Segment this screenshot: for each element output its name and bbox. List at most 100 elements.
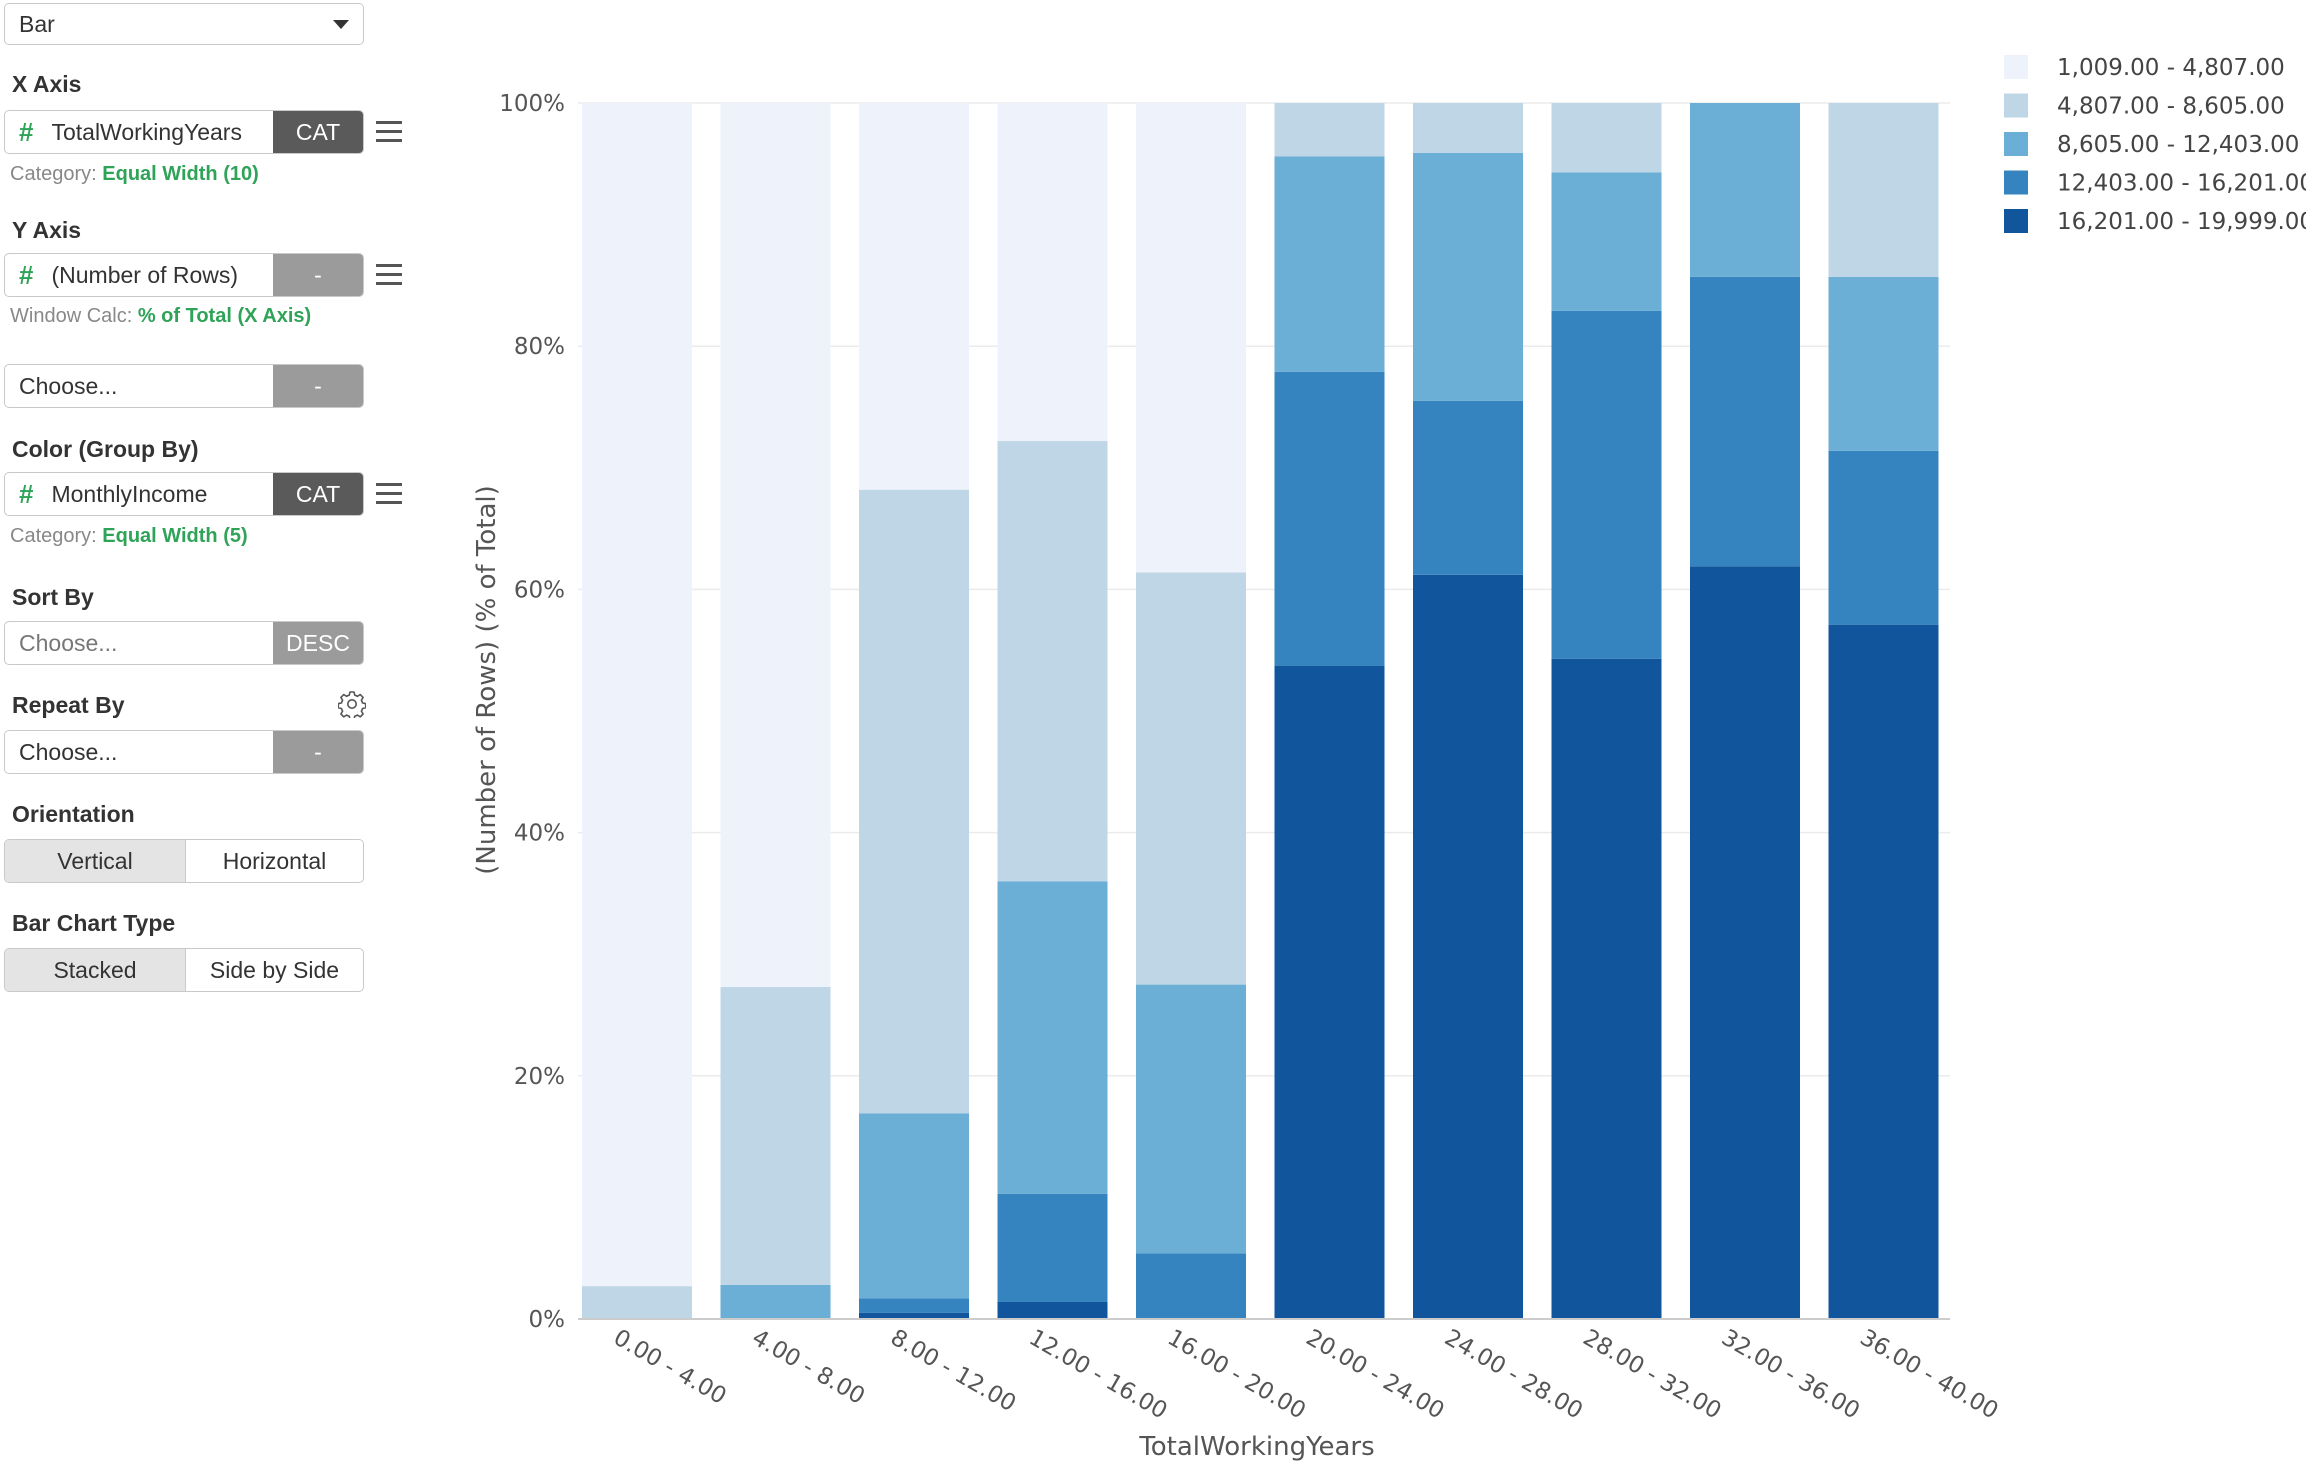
- bar-segment[interactable]: [582, 1286, 692, 1319]
- x-tick-label: 24.00 - 28.00: [1440, 1325, 1587, 1425]
- color-title: Color (Group By): [12, 436, 199, 462]
- bar-type-stacked-option[interactable]: Stacked: [5, 949, 186, 991]
- y-tick-label: 0%: [529, 1307, 566, 1333]
- y-axis-label: (Number of Rows) (% of Total): [472, 485, 502, 875]
- bar-segment[interactable]: [1828, 103, 1939, 277]
- chart-type-dropdown[interactable]: Bar: [4, 3, 364, 45]
- bar-segment[interactable]: [1551, 310, 1662, 659]
- x-tick-label: 8.00 - 12.00: [886, 1325, 1020, 1418]
- orientation-title: Orientation: [12, 801, 135, 827]
- x-tick-label: 32.00 - 36.00: [1717, 1325, 1864, 1425]
- chart-settings-panel: Bar X Axis # TotalWorkingYears CAT Catego…: [0, 0, 402, 1462]
- legend-label[interactable]: 8,605.00 - 12,403.00: [2057, 132, 2299, 158]
- bar-segment[interactable]: [1413, 574, 1523, 1319]
- gear-icon[interactable]: [338, 690, 366, 718]
- orientation-horizontal-option[interactable]: Horizontal: [222, 847, 327, 874]
- bar-segment[interactable]: [1828, 624, 1939, 1319]
- legend-label[interactable]: 4,807.00 - 8,605.00: [2057, 94, 2285, 120]
- bar-segment[interactable]: [997, 103, 1108, 442]
- y-tick-label: 60%: [514, 577, 565, 603]
- y-axis-2-aggregation-button[interactable]: -: [273, 365, 363, 407]
- sort-by-title: Sort By: [12, 584, 94, 610]
- bar-segment[interactable]: [1136, 103, 1246, 573]
- bar-segment[interactable]: [1274, 156, 1385, 372]
- bar-segment[interactable]: [1551, 658, 1662, 1319]
- bar-segment[interactable]: [1413, 152, 1523, 401]
- legend-swatch[interactable]: [2004, 93, 2028, 118]
- hamburger-menu-icon[interactable]: [376, 264, 402, 286]
- x-tick-label: 20.00 - 24.00: [1302, 1325, 1449, 1425]
- y-tick-label: 20%: [514, 1064, 565, 1090]
- color-cat-button[interactable]: CAT: [273, 473, 363, 515]
- color-category-setting[interactable]: Category: Equal Width (5): [10, 525, 248, 548]
- bar-segment[interactable]: [997, 441, 1108, 882]
- bar-segment[interactable]: [1136, 572, 1246, 985]
- legend-swatch[interactable]: [2004, 209, 2028, 233]
- color-sub-value[interactable]: Equal Width (5): [102, 525, 248, 547]
- y-axis-2-placeholder: Choose...: [19, 372, 118, 399]
- legend-label[interactable]: 16,201.00 - 19,999.00: [2057, 209, 2306, 235]
- bar-segment[interactable]: [859, 1312, 969, 1319]
- bar-segment[interactable]: [997, 1193, 1108, 1302]
- bar-segment[interactable]: [859, 489, 969, 1114]
- bar-segment[interactable]: [1136, 984, 1246, 1254]
- y-tick-label: 80%: [514, 334, 565, 360]
- repeat-by-option-button[interactable]: -: [273, 731, 363, 773]
- legend-swatch[interactable]: [2004, 170, 2028, 195]
- bar-segment[interactable]: [997, 1301, 1108, 1319]
- bar-segment[interactable]: [859, 103, 969, 490]
- y-axis-window-calc[interactable]: Window Calc: % of Total (X Axis): [10, 305, 311, 328]
- legend-swatch[interactable]: [2004, 132, 2028, 156]
- y-axis-ticks: 0% 20% 40% 60% 80% 100%: [499, 91, 565, 1333]
- x-axis-field[interactable]: # TotalWorkingYears CAT: [4, 110, 364, 154]
- bar-segment[interactable]: [582, 103, 692, 1287]
- bar-segment[interactable]: [1828, 276, 1939, 451]
- y-axis-2-field[interactable]: Choose... -: [4, 364, 364, 408]
- bar-segment[interactable]: [1274, 103, 1385, 157]
- bar-segment[interactable]: [1413, 103, 1523, 153]
- legend-label[interactable]: 12,403.00 - 16,201.00: [2057, 171, 2306, 197]
- bar-segment[interactable]: [1690, 276, 1800, 567]
- x-axis-sub-value[interactable]: Equal Width (10): [102, 163, 259, 185]
- bar-segment[interactable]: [1551, 172, 1662, 311]
- y-axis-field[interactable]: # (Number of Rows) -: [4, 253, 364, 297]
- legend-swatch[interactable]: [2004, 55, 2028, 79]
- sort-by-field[interactable]: Choose... DESC: [4, 621, 364, 665]
- chevron-down-icon: [333, 20, 349, 29]
- bar-segment[interactable]: [720, 103, 831, 988]
- legend: 1,009.00 - 4,807.00 4,807.00 - 8,605.00 8,…: [2004, 55, 2306, 235]
- bar-segment[interactable]: [1690, 103, 1800, 277]
- bar-segment[interactable]: [1690, 566, 1800, 1319]
- x-tick-label: 4.00 - 8.00: [748, 1325, 870, 1410]
- y-axis-aggregation-button[interactable]: -: [273, 254, 363, 296]
- y-tick-label: 100%: [499, 91, 565, 117]
- bar-segment[interactable]: [1828, 450, 1939, 625]
- bar-segment[interactable]: [1551, 103, 1662, 173]
- hamburger-menu-icon[interactable]: [376, 121, 402, 143]
- bar-segment[interactable]: [859, 1298, 969, 1313]
- bar-segment[interactable]: [720, 1284, 831, 1319]
- bar-segment[interactable]: [720, 987, 831, 1285]
- bar-segment[interactable]: [997, 881, 1108, 1194]
- legend-label[interactable]: 1,009.00 - 4,807.00: [2057, 55, 2285, 81]
- orientation-vertical-option[interactable]: Vertical: [5, 840, 186, 882]
- numeric-field-icon: #: [19, 259, 34, 290]
- bar-type-side-by-side-option[interactable]: Side by Side: [209, 956, 340, 983]
- repeat-by-field[interactable]: Choose... -: [4, 730, 364, 774]
- y-axis-sub-value[interactable]: % of Total (X Axis): [137, 305, 312, 327]
- bar-segment[interactable]: [1274, 371, 1385, 667]
- x-axis-category-setting[interactable]: Category: Equal Width (10): [10, 163, 259, 186]
- sort-by-placeholder: Choose...: [19, 629, 118, 656]
- color-field[interactable]: # MonthlyIncome CAT: [4, 472, 364, 516]
- bar-segment[interactable]: [1413, 400, 1523, 575]
- x-tick-label: 28.00 - 32.00: [1579, 1325, 1726, 1425]
- bar-segment[interactable]: [859, 1113, 969, 1299]
- sort-direction-button[interactable]: DESC: [273, 622, 363, 664]
- bar-segment[interactable]: [1136, 1253, 1246, 1319]
- x-axis-label: TotalWorkingYears: [1138, 1432, 1374, 1462]
- bar-segment[interactable]: [1274, 666, 1385, 1319]
- x-axis-cat-button[interactable]: CAT: [273, 111, 363, 153]
- repeat-by-title: Repeat By: [12, 692, 125, 718]
- hamburger-menu-icon[interactable]: [376, 483, 402, 505]
